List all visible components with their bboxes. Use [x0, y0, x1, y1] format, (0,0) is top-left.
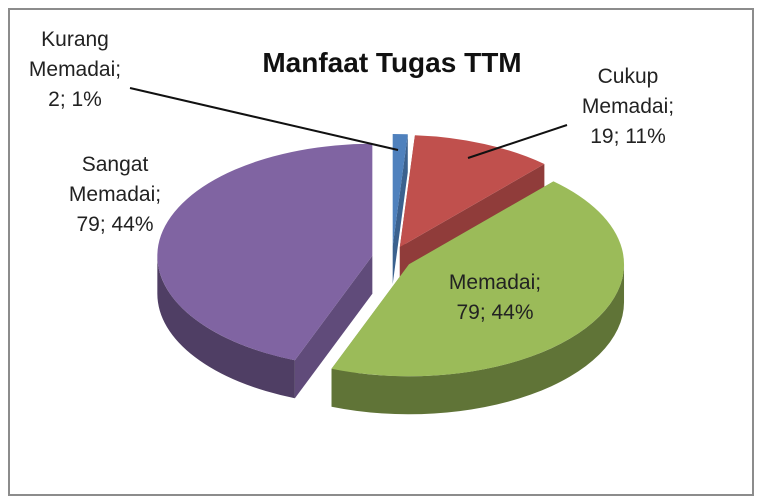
category-label: Cukup Memadai;: [581, 65, 675, 118]
leader-line: [129, 87, 399, 151]
pie-slice: [399, 135, 545, 247]
data-label: Kurang Memadai; 2; 1%: [10, 25, 140, 115]
pie-side: [294, 255, 373, 399]
pie-slice: [157, 143, 373, 361]
value-label: 19; 11%: [590, 125, 666, 148]
pie-wall: [331, 264, 625, 415]
data-label: Sangat Memadai; 79; 44%: [50, 150, 180, 240]
pie-slice: [331, 181, 625, 377]
category-label: Sangat Memadai;: [68, 153, 162, 206]
data-label: Memadai; 79; 44%: [420, 268, 570, 328]
value-label: 79; 44%: [456, 301, 534, 324]
value-label: 2; 1%: [48, 88, 102, 111]
category-label: Memadai;: [448, 271, 542, 294]
chart-frame: [8, 8, 754, 496]
data-label: Cukup Memadai; 19; 11%: [563, 62, 693, 152]
pie-slice: [392, 134, 408, 247]
pie-side: [392, 134, 408, 285]
leader-line: [467, 124, 568, 159]
chart-title: Manfaat Tugas TTM: [262, 47, 521, 78]
value-label: 79; 44%: [76, 213, 154, 236]
category-label: Kurang Memadai;: [28, 28, 122, 81]
pie-wall: [157, 255, 295, 399]
